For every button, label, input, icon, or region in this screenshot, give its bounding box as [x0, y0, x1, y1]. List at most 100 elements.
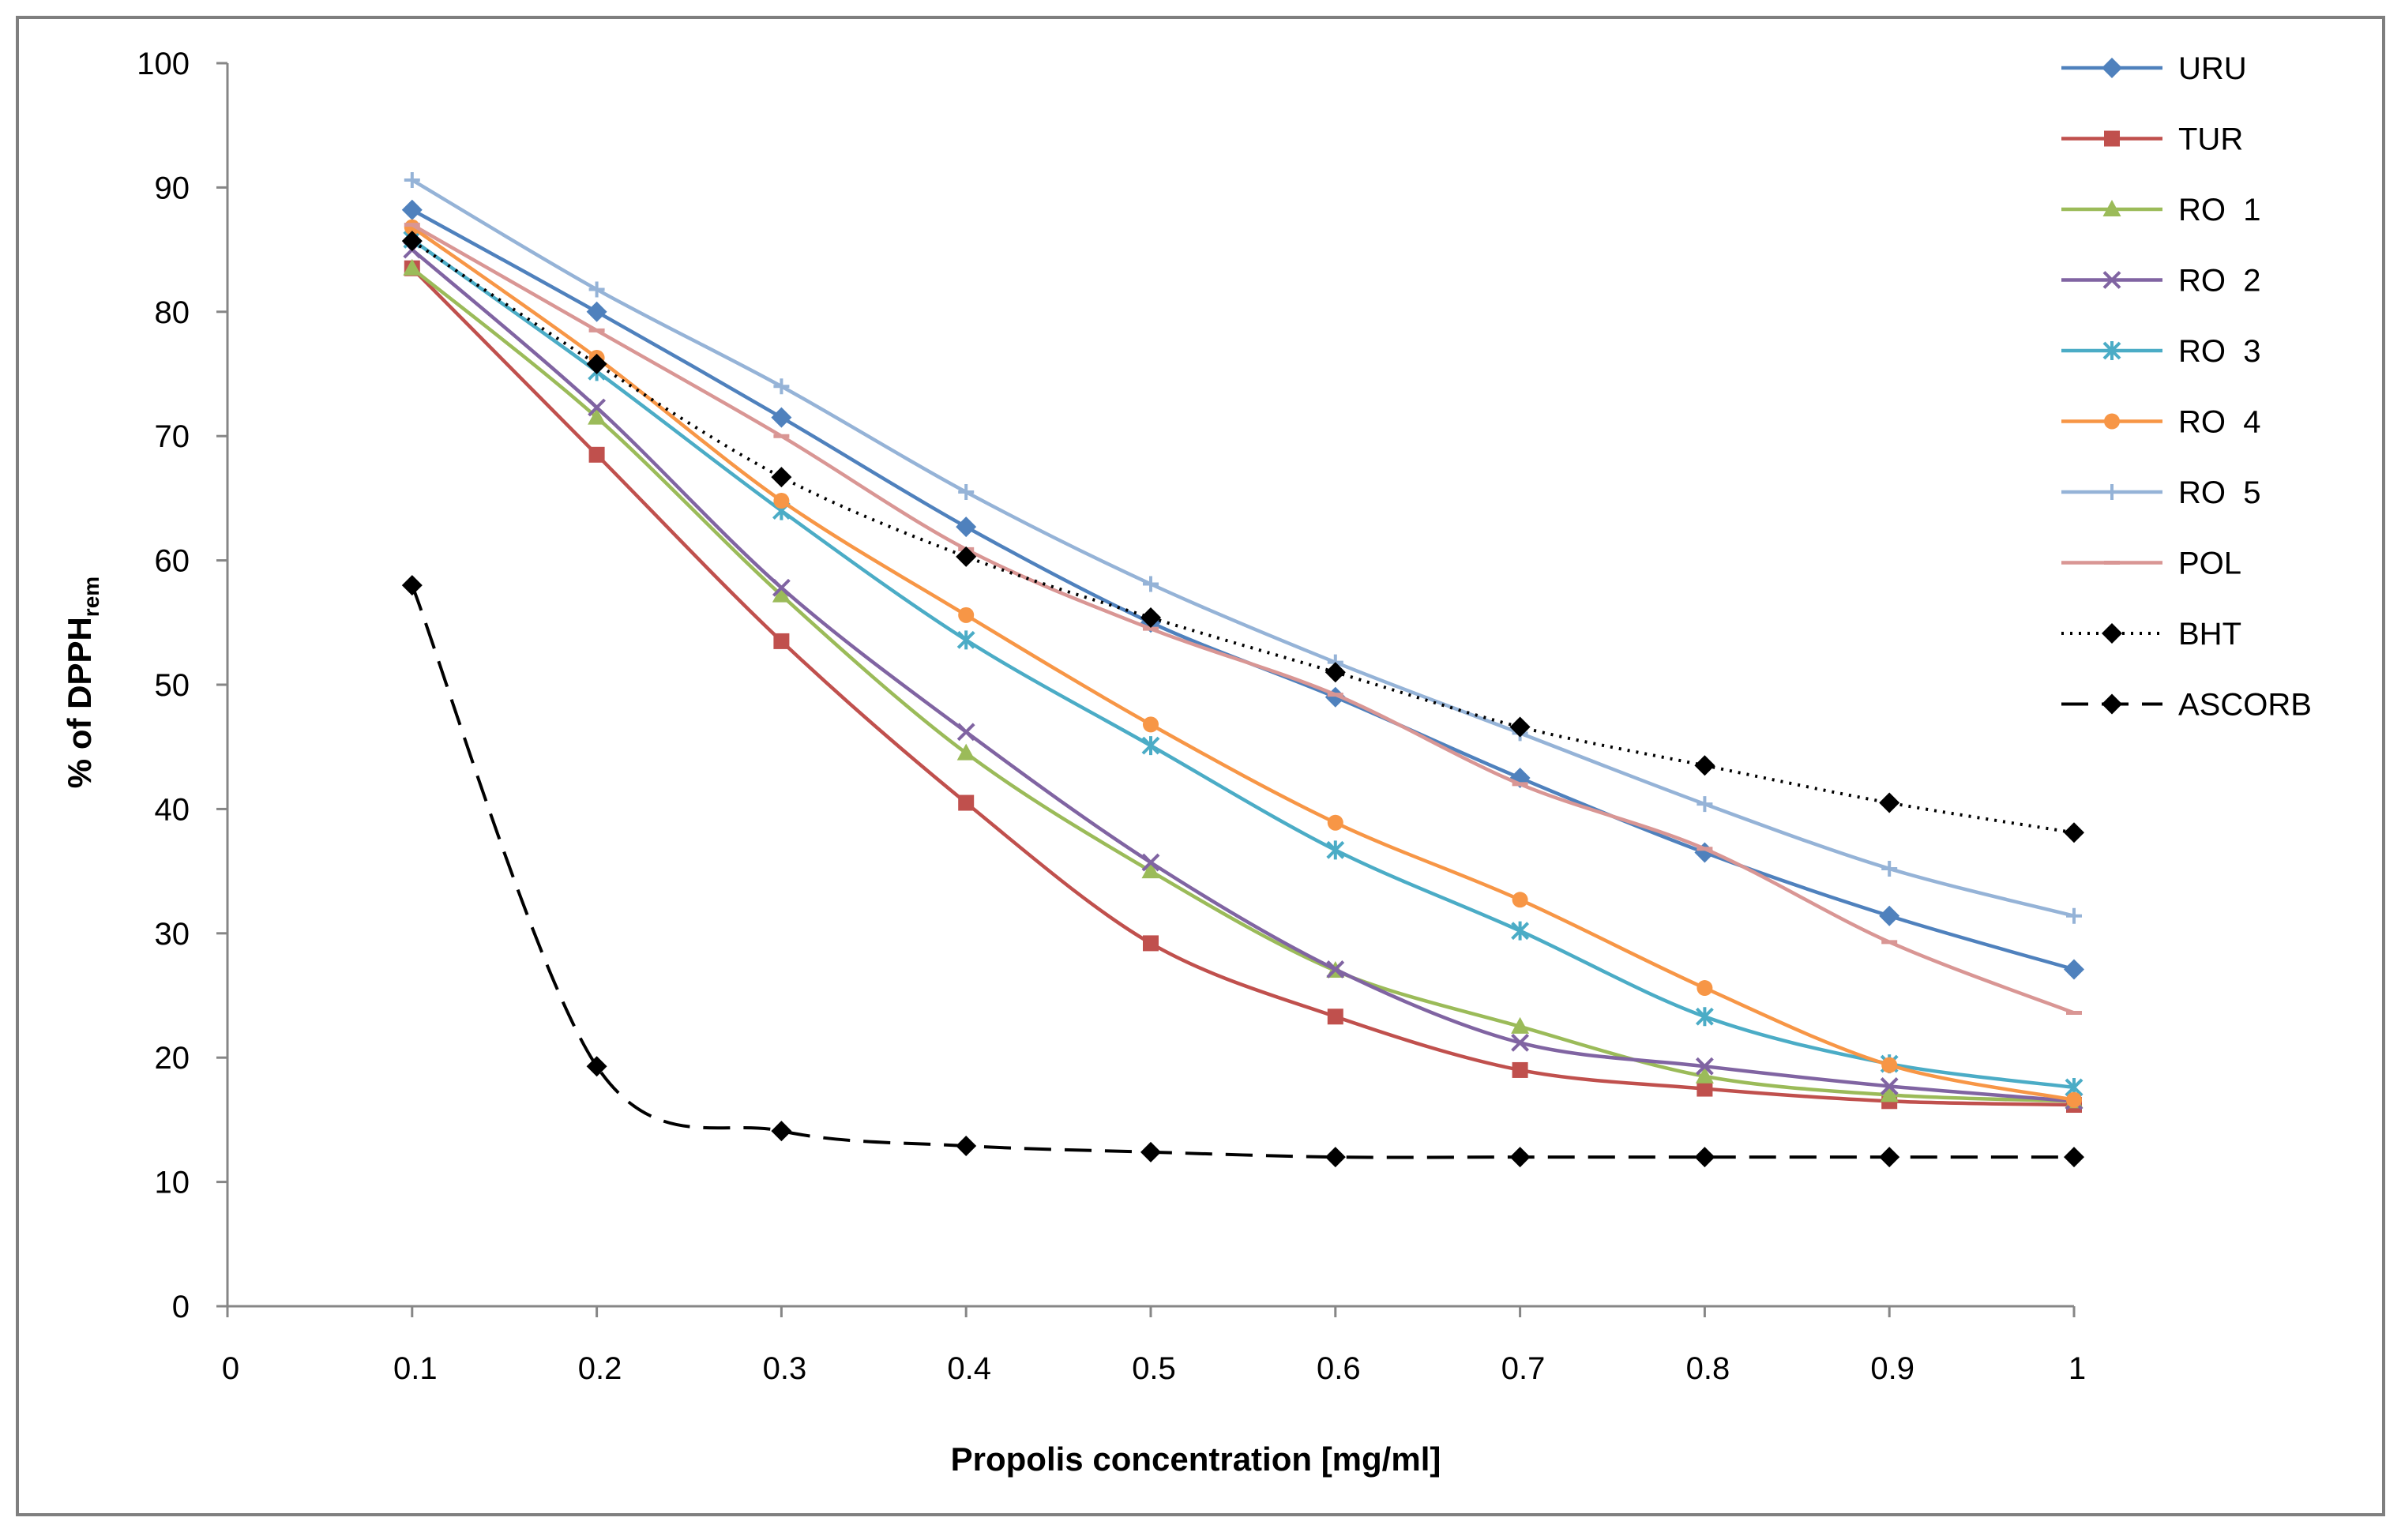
x-axis-title: Propolis concentration [mg/ml] — [951, 1440, 1441, 1478]
legend-item-ro-5: RO 5 — [2061, 475, 2260, 510]
point-ro-3-0.8 — [1695, 1007, 1714, 1027]
point-uru-0.3 — [771, 407, 792, 428]
y-tick-label-90: 90 — [155, 171, 190, 205]
y-axis-title-subscript: rem — [79, 577, 103, 617]
y-axis-title-main: % of DPPH — [61, 617, 98, 788]
series-layer — [401, 171, 2084, 1168]
legend-label-ascorb: ASCORB — [2178, 688, 2312, 723]
legend-item-ro-3: RO 3 — [2061, 334, 2260, 369]
point-ro-1-0.4 — [956, 743, 975, 761]
point-ro-2-0.5 — [1141, 853, 1160, 872]
chart-border — [16, 16, 2385, 1516]
legend-item-ascorb: ASCORB — [2061, 688, 2312, 723]
x-tick-label-0.5: 0.5 — [1132, 1351, 1176, 1386]
point-ro-1-0.3 — [772, 585, 791, 603]
legend-item-tur: TUR — [2061, 122, 2243, 157]
axes: 0 10 20 30 40 50 60 70 80 90 100 0 0.1 0.2 0.3 0.4 0.5 0.… — [137, 47, 2086, 1386]
point-ro-5-0.8 — [1696, 796, 1713, 813]
point-tur-0.5 — [1143, 935, 1159, 952]
point-ro-2-0.3 — [772, 578, 791, 597]
point-bht-0.5 — [1140, 607, 1161, 629]
point-ro-4-0.4 — [958, 607, 975, 623]
point-ro-2-0.2 — [588, 398, 607, 417]
point-ro-2-0.8 — [1695, 1057, 1714, 1076]
series-line-ro-3 — [411, 238, 2075, 1090]
point-ascorb-0.9 — [1879, 1147, 1900, 1168]
point-ro-5-0.4 — [958, 484, 975, 501]
legend-label-pol: POL — [2178, 547, 2241, 581]
series-ascorb — [401, 575, 2084, 1168]
y-tick-label-100: 100 — [137, 47, 190, 81]
point-bht-0.3 — [771, 467, 792, 488]
point-ro-5-0.9 — [1881, 860, 1898, 877]
series-line-ascorb — [410, 584, 2074, 1159]
legend-marker-ro-5 — [2104, 484, 2120, 500]
point-ro-1-0.9 — [1880, 1085, 1899, 1102]
series-line-pol — [411, 223, 2075, 1015]
y-tick-label-50: 50 — [155, 668, 190, 703]
legend-marker-ro-2 — [2102, 271, 2121, 289]
legend: URU TUR RO 1 RO 2 RO 3 RO 4 RO 5 POL BHT ASCORB — [2061, 51, 2312, 723]
point-ro-3-0.4 — [956, 630, 975, 650]
point-uru-0.2 — [586, 301, 607, 322]
y-tick-label-30: 30 — [155, 917, 190, 952]
legend-marker-ascorb — [2102, 693, 2122, 715]
point-ascorb-0.1 — [401, 575, 423, 596]
point-ro-1-0.2 — [588, 408, 607, 425]
x-tick-label-0.1: 0.1 — [393, 1351, 438, 1386]
y-tick-label-40: 40 — [155, 792, 190, 827]
point-bht-1 — [2064, 822, 2084, 843]
point-ro-2-0.9 — [1880, 1076, 1899, 1095]
point-ro-2-0.4 — [956, 723, 975, 742]
legend-marker-ro-1 — [2102, 200, 2121, 216]
point-tur-0.2 — [588, 446, 605, 463]
point-ro-4-1 — [2066, 1091, 2082, 1108]
legend-label-ro-5: RO 5 — [2178, 475, 2260, 510]
legend-item-ro-1: RO 1 — [2061, 193, 2260, 227]
point-ascorb-0.5 — [1140, 1141, 1161, 1163]
point-ro-2-0.7 — [1511, 1033, 1530, 1052]
point-ascorb-0.8 — [1694, 1147, 1715, 1168]
legend-marker-ro-3 — [2102, 341, 2121, 360]
series-line-tur — [411, 267, 2075, 1107]
point-ro-4-0.3 — [773, 493, 790, 509]
point-uru-0.1 — [401, 199, 423, 220]
y-tick-label-0: 0 — [172, 1290, 190, 1324]
series-tur — [404, 260, 2082, 1114]
legend-item-pol: POL — [2061, 547, 2241, 581]
legend-item-ro-2: RO 2 — [2061, 264, 2260, 299]
series-line-ro-2 — [411, 248, 2075, 1103]
series-ro-4 — [404, 219, 2082, 1108]
point-ascorb-0.7 — [1509, 1147, 1531, 1168]
legend-label-ro-2: RO 2 — [2178, 264, 2260, 299]
legend-marker-bht — [2102, 623, 2122, 644]
series-line-ro-4 — [411, 225, 2075, 1102]
point-ro-5-0.1 — [404, 171, 420, 188]
point-ro-1-0.7 — [1511, 1016, 1530, 1034]
point-ascorb-0.6 — [1324, 1147, 1346, 1168]
legend-label-ro-1: RO 1 — [2178, 193, 2260, 227]
point-ro-1-0.5 — [1141, 862, 1160, 879]
point-ro-4-0.8 — [1696, 980, 1713, 997]
series-bht — [401, 231, 2084, 843]
legend-marker-ro-4 — [2104, 413, 2120, 430]
point-ro-4-0.9 — [1881, 1057, 1898, 1073]
legend-label-tur: TUR — [2178, 122, 2243, 157]
x-tick-label-0.8: 0.8 — [1686, 1351, 1730, 1386]
legend-label-uru: URU — [2178, 51, 2247, 86]
point-ascorb-0.4 — [956, 1135, 977, 1156]
x-tick-label-0.4: 0.4 — [947, 1351, 991, 1386]
series-line-ro-1 — [411, 266, 2075, 1103]
x-tick-label-0.6: 0.6 — [1317, 1351, 1361, 1386]
point-ro-3-0.7 — [1511, 921, 1530, 941]
y-tick-label-70: 70 — [155, 419, 190, 454]
legend-label-ro-4: RO 4 — [2178, 405, 2260, 440]
point-ro-5-1 — [2066, 907, 2082, 924]
legend-marker-tur — [2104, 130, 2120, 147]
point-tur-0.7 — [1512, 1061, 1528, 1078]
x-tick-label-0: 0 — [222, 1351, 239, 1386]
point-ascorb-0.2 — [586, 1056, 607, 1077]
point-ro-2-0.6 — [1326, 960, 1345, 978]
point-bht-0.7 — [1509, 716, 1531, 738]
